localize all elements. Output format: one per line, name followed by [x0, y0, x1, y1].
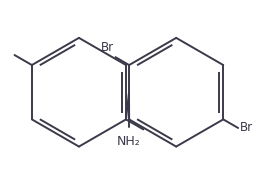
- Text: Br: Br: [239, 121, 253, 134]
- Text: NH₂: NH₂: [117, 135, 141, 148]
- Text: Br: Br: [101, 41, 114, 54]
